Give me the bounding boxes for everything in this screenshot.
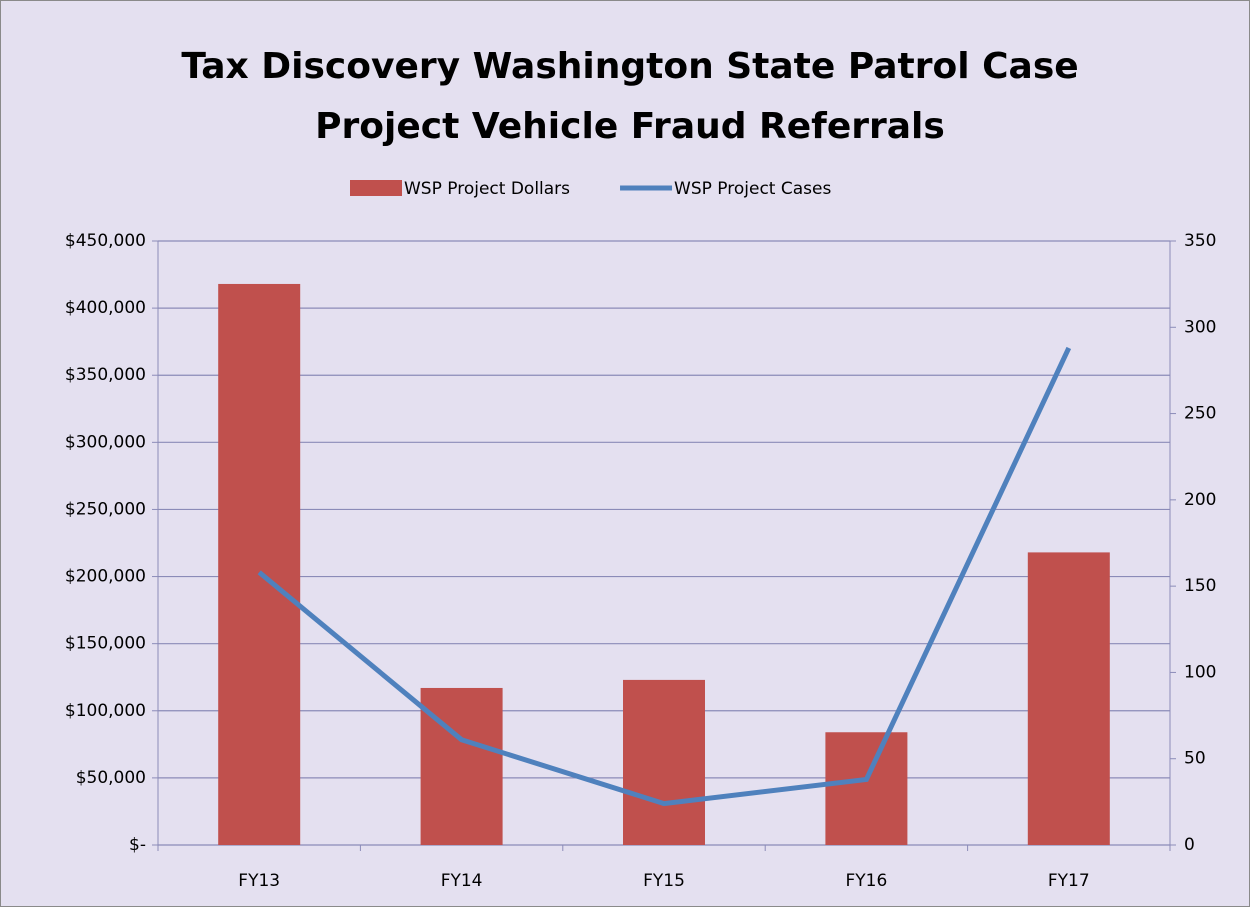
bar bbox=[825, 732, 908, 845]
y-tick-label: $100,000 bbox=[65, 701, 146, 721]
x-tick-label: FY16 bbox=[846, 871, 888, 891]
chart-title: Tax Discovery Washington State Patrol Ca… bbox=[181, 46, 1078, 87]
bar bbox=[218, 283, 301, 845]
y2-tick-label: 250 bbox=[1184, 404, 1216, 424]
bar bbox=[1027, 552, 1110, 845]
y-tick-label: $350,000 bbox=[65, 365, 146, 385]
y-tick-label: $250,000 bbox=[65, 499, 146, 519]
y-tick-label: $450,000 bbox=[65, 231, 146, 251]
x-tick-label: FY13 bbox=[238, 871, 280, 891]
legend-label: WSP Project Cases bbox=[674, 179, 831, 199]
chart-title: Project Vehicle Fraud Referrals bbox=[315, 106, 945, 147]
y-tick-label: $300,000 bbox=[65, 432, 146, 452]
y2-tick-label: 200 bbox=[1184, 490, 1216, 510]
x-tick-label: FY15 bbox=[643, 871, 685, 891]
bar bbox=[623, 679, 705, 845]
x-tick-label: FY14 bbox=[441, 871, 483, 891]
x-tick-label: FY17 bbox=[1048, 871, 1090, 891]
y2-tick-label: 100 bbox=[1184, 662, 1216, 682]
bar bbox=[420, 687, 503, 845]
y-tick-label: $200,000 bbox=[65, 567, 146, 587]
y-tick-label: $150,000 bbox=[65, 634, 146, 654]
y2-tick-label: 0 bbox=[1184, 835, 1195, 855]
line bbox=[257, 346, 1072, 807]
y-tick-label: $- bbox=[129, 835, 146, 855]
y-tick-label: $50,000 bbox=[76, 768, 146, 788]
y2-tick-label: 150 bbox=[1184, 576, 1216, 596]
y2-tick-label: 300 bbox=[1184, 317, 1216, 337]
legend-label: WSP Project Dollars bbox=[404, 179, 570, 199]
y2-tick-label: 350 bbox=[1184, 231, 1216, 251]
legend-swatch bbox=[350, 180, 402, 196]
y2-tick-label: 50 bbox=[1184, 749, 1206, 769]
y-tick-label: $400,000 bbox=[65, 298, 146, 318]
